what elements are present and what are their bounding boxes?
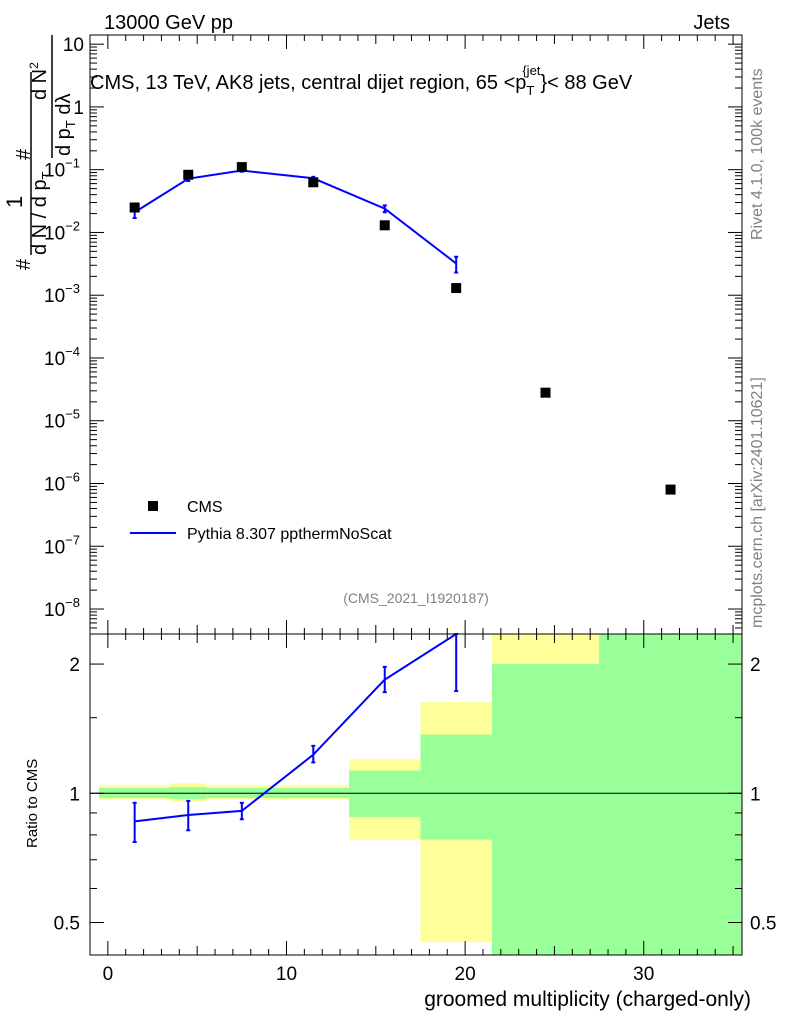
ratio-y-ticks: 0.5 0.5 1 1 2 2 (54, 655, 777, 934)
cms-data-point (379, 220, 390, 231)
cms-data-point (540, 387, 551, 398)
ratio-y-tick-label-right: 0.5 (750, 913, 776, 934)
tick-base: 10 (44, 600, 65, 621)
ratio-x-ticks: 0 10 20 30 (103, 634, 734, 985)
rivet-label: Rivet 4.1.0, 100k events (749, 68, 766, 240)
header-right: Jets (693, 12, 730, 34)
ratio-curve (134, 633, 457, 823)
ylabel-one: 1 (2, 196, 27, 208)
main-y-tick-label: 1 (73, 98, 84, 119)
tick-base: 10 (44, 475, 65, 496)
tick-exp: −4 (65, 344, 80, 359)
ratio-y-axis-label: Ratio to CMS (24, 759, 41, 848)
cms-data-point (236, 162, 247, 173)
tick-exp: −3 (65, 281, 80, 296)
ylabel-den: d N / d pT (29, 171, 54, 255)
legend-label-cms: CMS (187, 499, 223, 516)
cms-data-point (665, 484, 676, 495)
ratio-y-tick-label-right: 1 (750, 784, 761, 805)
main-y-tick-label: 10−2 (44, 218, 80, 244)
ylabel-den2: d pT dλ (53, 94, 78, 156)
tick-exp: −8 (65, 595, 80, 610)
main-y-tick-label: 10−1 (44, 156, 80, 182)
main-y-tick-label: 10−6 (44, 470, 80, 496)
tick-base: 10 (44, 412, 65, 433)
cms-data-point (451, 283, 462, 294)
main-title: CMS, 13 TeV, AK8 jets, central dijet reg… (90, 63, 633, 98)
analysis-label: (CMS_2021_I1920187) (343, 590, 489, 606)
cms-data-point (308, 177, 319, 188)
band-inner (491, 664, 600, 955)
main-y-tick-label: 10−3 (44, 281, 80, 307)
x-tick-label: 0 (103, 964, 114, 985)
main-series-layer (129, 162, 676, 495)
legend-label-pythia: Pythia 8.307 ppthermNoScat (187, 526, 392, 543)
tick-exp: −5 (65, 407, 80, 422)
x-tick-label: 30 (633, 964, 654, 985)
ratio-y-tick-label-left: 1 (69, 784, 80, 805)
tick-exp: −7 (65, 532, 80, 547)
x-tick-label: 20 (455, 964, 476, 985)
band-inner (599, 634, 742, 955)
x-axis-label: groomed multiplicity (charged-only) (424, 988, 751, 1011)
ratio-uncertainty-bands (98, 634, 742, 955)
tick-base: 10 (44, 161, 65, 182)
tick-base: 10 (44, 223, 65, 244)
cms-data-point (183, 169, 194, 180)
main-y-tick-label: 10−4 (44, 344, 80, 370)
main-y-tick-label: 10 (63, 35, 84, 56)
main-y-axis-label: 1 # d N / d pT # d N2 d pT dλ (2, 35, 78, 270)
ratio-y-tick-label-right: 2 (750, 655, 761, 676)
ratio-y-tick-label-left: 2 (69, 655, 80, 676)
tick-exp: −1 (65, 156, 80, 171)
main-x-ticks (107, 35, 734, 634)
band-inner (420, 734, 492, 840)
tick-base: 10 (44, 349, 65, 370)
tick-exp: −2 (65, 218, 80, 233)
tick-exp: −6 (65, 470, 80, 485)
ratio-plot-frame (89, 633, 743, 956)
band-inner (349, 770, 421, 818)
tick-base: 10 (44, 286, 65, 307)
main-y-tick-label: 10−8 (44, 595, 80, 621)
ylabel-num2: d N2 (27, 62, 51, 100)
mcplots-label: mcplots.cern.ch [arXiv:2401.10621] (749, 377, 766, 628)
ratio-series-layer (132, 633, 459, 844)
ratio-y-tick-label-left: 0.5 (54, 913, 80, 934)
tick-base: 10 (44, 537, 65, 558)
ylabel-hash: # (13, 258, 35, 270)
main-y-tick-label: 10−7 (44, 532, 80, 558)
cms-data-point (129, 202, 140, 213)
ylabel-hash-2: # (13, 148, 35, 160)
legend-marker-cms (148, 501, 158, 511)
header-left: 13000 GeV pp (104, 12, 233, 34)
main-y-tick-label: 10−5 (44, 407, 80, 433)
pythia-curve (134, 169, 457, 265)
x-tick-label: 10 (276, 964, 297, 985)
legend: CMS Pythia 8.307 ppthermNoScat (130, 499, 392, 543)
main-plot-frame (89, 34, 743, 635)
